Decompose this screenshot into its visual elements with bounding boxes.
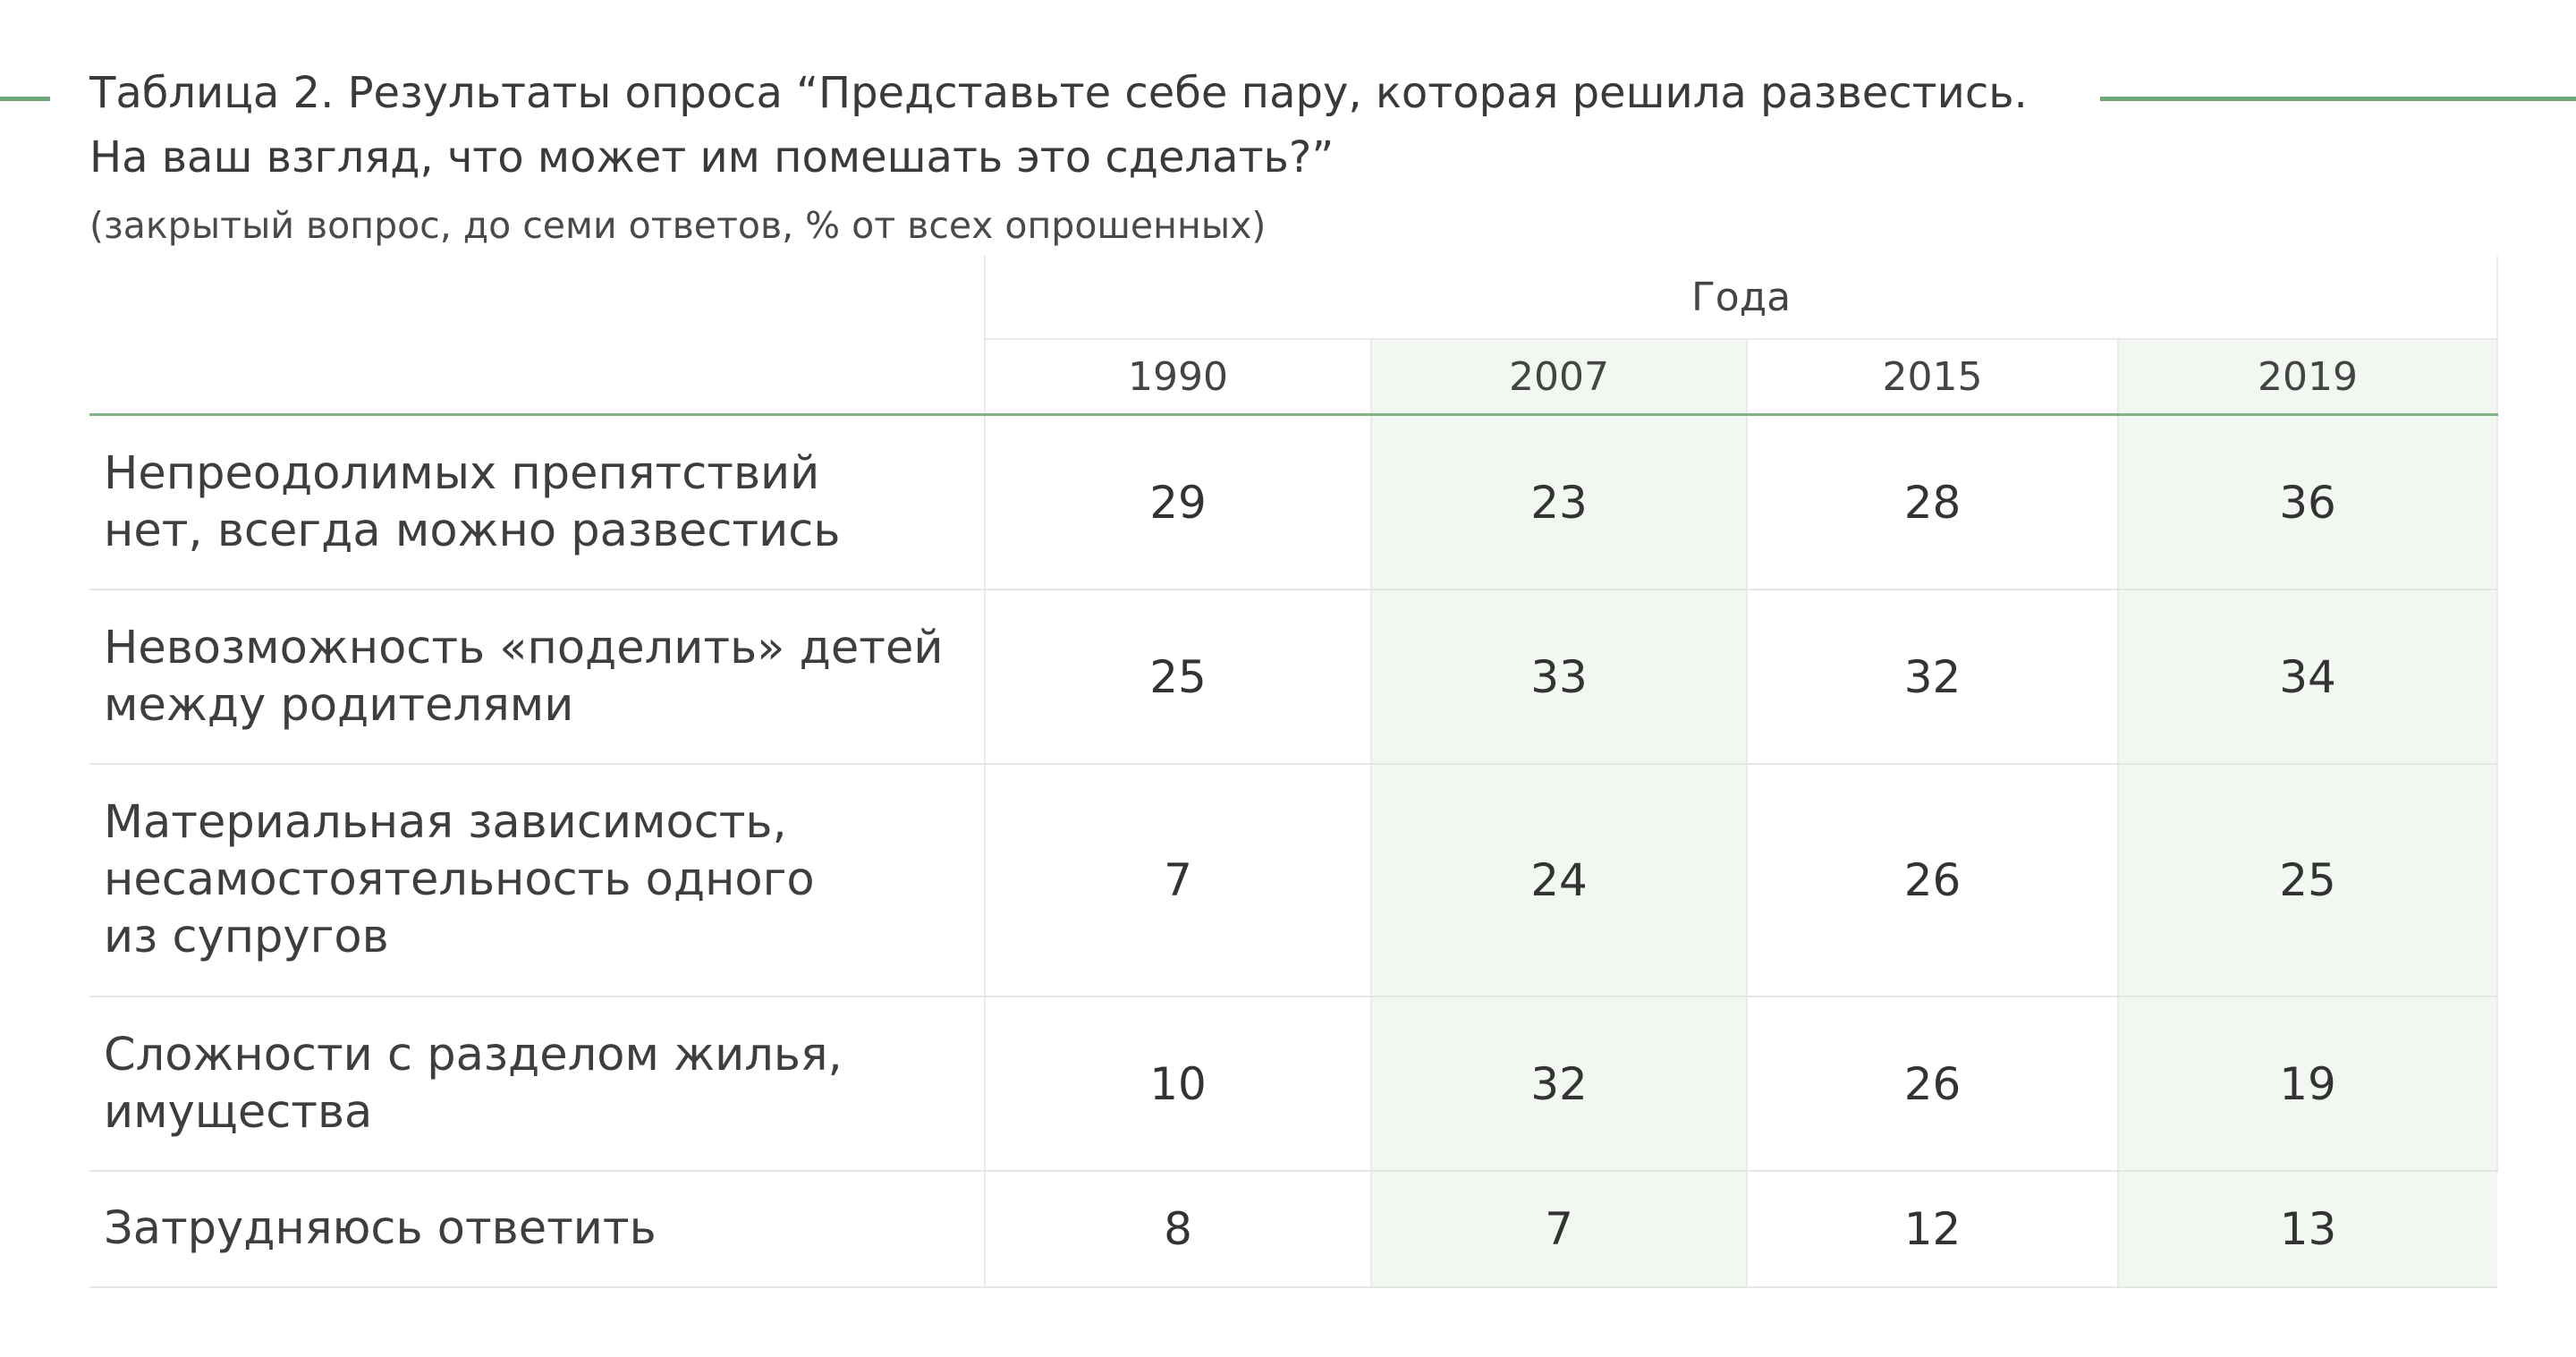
row-label-line: Материальная зависимость, <box>104 796 787 849</box>
row-label: Невозможность «поделить» детей между роди… <box>89 589 985 765</box>
decorative-line-left <box>0 97 50 101</box>
value-cell-1990: 25 <box>984 589 1371 765</box>
table-row: Материальная зависимость, несамостоятельн… <box>89 764 2499 997</box>
table-row: Сложности с разделом жилья, имущества 10 … <box>89 997 2499 1172</box>
value-cell-2015: 28 <box>1746 414 2118 590</box>
survey-table-container: Года 1990 2007 2015 2019 Непреодолимых п… <box>89 256 2499 1288</box>
value-cell-2007: 33 <box>1370 589 1747 765</box>
table-title-line-1: Таблица 2. Результаты опроса “Представьт… <box>89 68 2028 118</box>
table-row: Затрудняюсь ответить 8 7 12 13 <box>89 1171 2498 1288</box>
value-cell-2007: 24 <box>1370 764 1747 997</box>
year-header-1990: 1990 <box>984 338 1371 416</box>
value-cell-2019: 25 <box>2116 764 2499 997</box>
row-label-line: Затрудняюсь ответить <box>104 1202 657 1255</box>
value-cell-2015: 26 <box>1746 997 2118 1172</box>
value-cell-2015: 32 <box>1746 589 2118 765</box>
row-label: Затрудняюсь ответить <box>89 1171 985 1288</box>
value-cell-2007: 7 <box>1370 1171 1747 1288</box>
row-label-line: несамостоятельность одного <box>104 853 815 906</box>
value-cell-2019: 19 <box>2116 997 2499 1172</box>
value-cell-2015: 26 <box>1746 764 2118 997</box>
row-label-line: Непреодолимых препятствий <box>104 446 820 500</box>
row-label-line: Сложности с разделом жилья, <box>104 1028 843 1081</box>
table-row: Непреодолимых препятствий нет, всегда мож… <box>89 414 2499 590</box>
value-cell-1990: 8 <box>984 1171 1371 1288</box>
row-label-line: имущества <box>104 1085 373 1139</box>
row-label: Непреодолимых препятствий нет, всегда мож… <box>89 414 985 590</box>
table-subtitle: (закрытый вопрос, до семи ответов, % от … <box>89 204 1267 247</box>
decorative-line-right <box>2100 97 2576 101</box>
table-title: Таблица 2. Результаты опроса “Представьт… <box>89 61 2075 190</box>
value-cell-2019: 36 <box>2116 414 2499 590</box>
value-cell-1990: 7 <box>984 764 1371 997</box>
header-years-row: 1990 2007 2015 2019 <box>89 338 2499 416</box>
year-header-2019: 2019 <box>2116 338 2499 416</box>
survey-table: Года 1990 2007 2015 2019 Непреодолимых п… <box>89 256 2499 1288</box>
row-label: Сложности с разделом жилья, имущества <box>89 997 985 1172</box>
years-group-header: Года <box>983 256 2499 339</box>
header-empty-cell <box>89 256 985 339</box>
value-cell-2019: 34 <box>2116 589 2499 765</box>
table-title-line-2: На ваш взгляд, что может им помешать это… <box>89 132 1335 182</box>
value-cell-2015: 12 <box>1746 1171 2118 1288</box>
header-corner-cell <box>89 339 985 416</box>
header-group-row: Года <box>89 256 2499 339</box>
row-label-line: между родителями <box>104 678 574 732</box>
row-label-line: из супругов <box>104 911 389 963</box>
row-label: Материальная зависимость, несамостоятельн… <box>89 764 985 997</box>
value-cell-2007: 23 <box>1370 414 1747 590</box>
table-row: Невозможность «поделить» детей между роди… <box>89 589 2499 765</box>
row-label-line: Невозможность «поделить» детей <box>104 621 944 674</box>
value-cell-1990: 10 <box>984 997 1371 1172</box>
value-cell-1990: 29 <box>984 414 1371 590</box>
value-cell-2007: 32 <box>1370 997 1747 1172</box>
row-label-line: нет, всегда можно развестись <box>104 504 841 557</box>
year-header-2015: 2015 <box>1746 338 2118 416</box>
year-header-2007: 2007 <box>1370 338 1747 416</box>
value-cell-2019: 13 <box>2116 1171 2498 1288</box>
